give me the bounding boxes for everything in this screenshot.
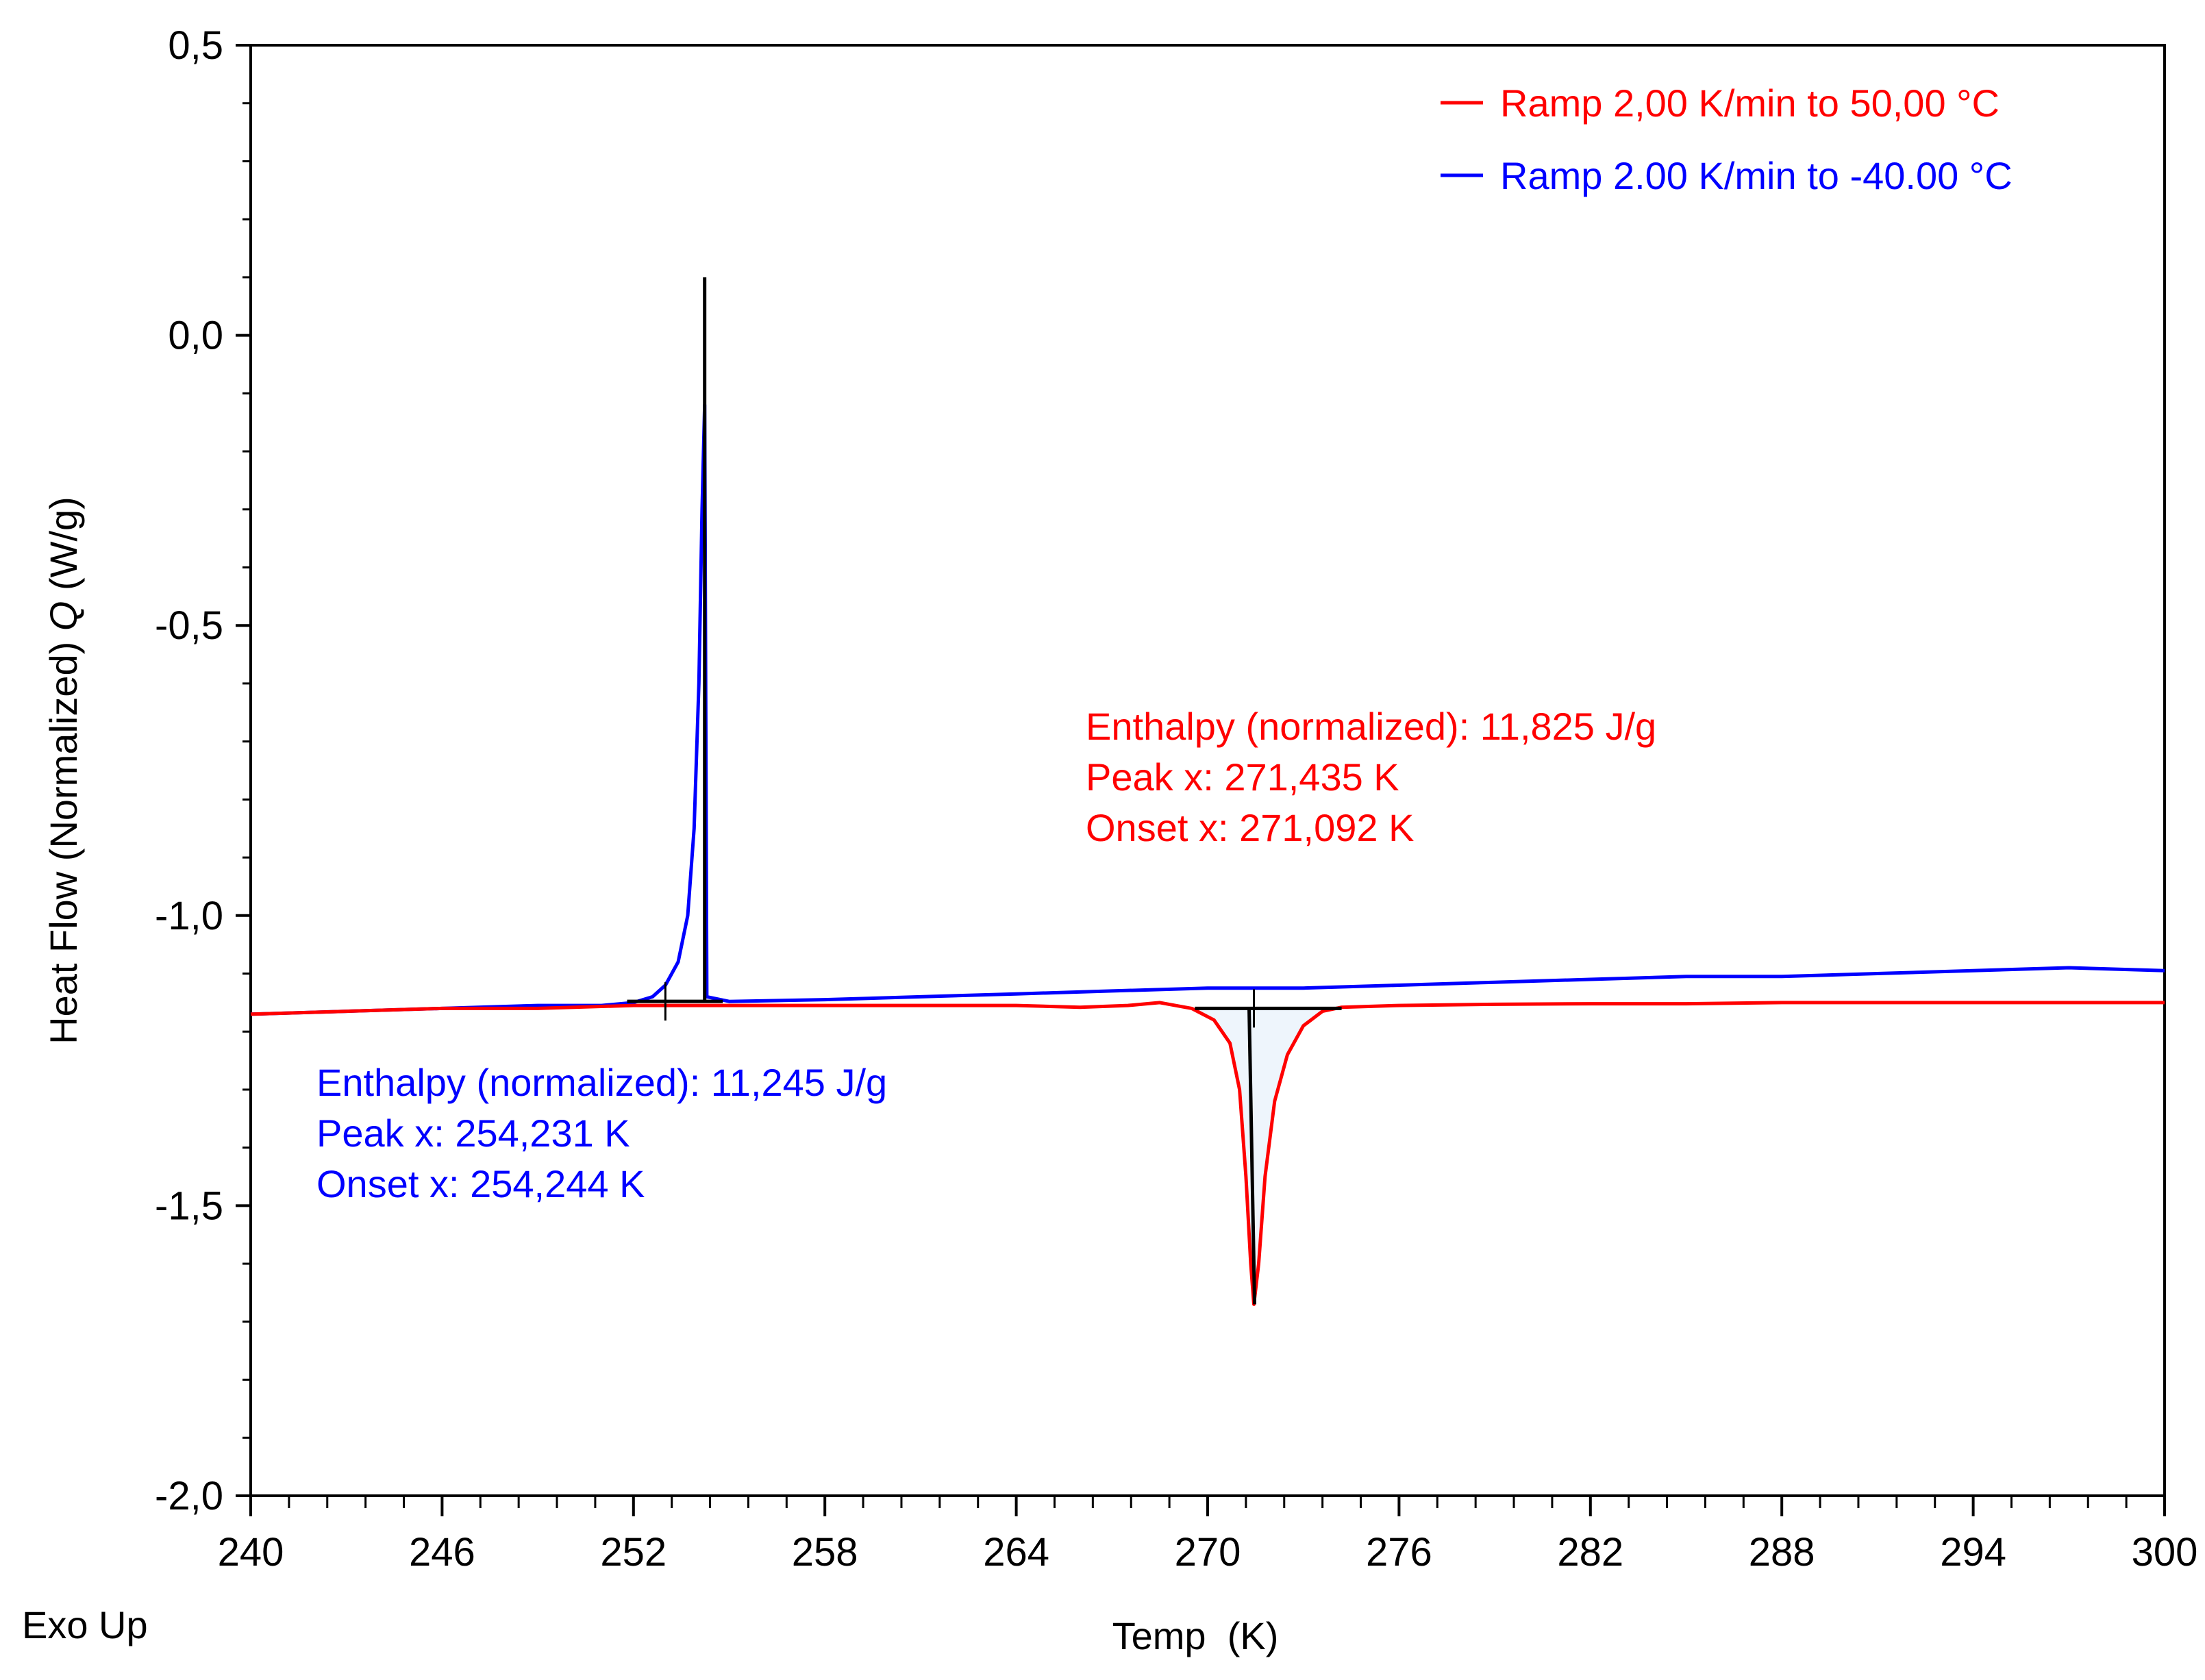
y-axis-title: Heat Flow (Normalized) Q (W/g) — [42, 497, 85, 1044]
x-tick-label: 246 — [409, 1530, 475, 1575]
y-axis-ticks: 0,5 0,0 -0,5 -1,0 -1,5 -2,0 — [155, 23, 251, 1518]
annotation-blue-onset: Onset x: 254,244 K — [316, 1162, 645, 1205]
annotation-red-enthalpy: Enthalpy (normalized): 11,825 J/g — [1086, 705, 1656, 748]
y-axis-title-unit: (W/g) — [42, 497, 85, 601]
y-axis-title-main: Heat Flow (Normalized) — [42, 631, 85, 1044]
x-tick-label: 288 — [1749, 1530, 1815, 1575]
annotation-blue-enthalpy: Enthalpy (normalized): 11,245 J/g — [316, 1061, 887, 1104]
integration-markers — [627, 277, 1342, 1305]
x-tick-label: 300 — [2132, 1530, 2198, 1575]
x-tick-label: 282 — [1557, 1530, 1623, 1575]
x-tick-label: 276 — [1366, 1530, 1432, 1575]
x-axis-ticks: 240 246 252 258 264 270 276 282 288 294 300 — [218, 1496, 2198, 1575]
y-tick-label: -1,0 — [155, 894, 223, 938]
legend-label-red: Ramp 2,00 K/min to 50,00 °C — [1500, 82, 2000, 125]
series-line-red — [250, 1001, 2165, 1306]
y-tick-label: -0,5 — [155, 603, 223, 648]
peak-integration-fill — [1195, 1008, 1342, 1305]
x-axis-title: Temp (K) — [1112, 1614, 1279, 1657]
annotation-red-onset: Onset x: 271,092 K — [1086, 806, 1414, 849]
red-peak-line — [1247, 1008, 1257, 1305]
annotation-blue-peak: Peak x: 254,231 K — [316, 1112, 630, 1155]
y-tick-label: 0,5 — [168, 23, 223, 68]
legend-label-blue: Ramp 2.00 K/min to -40.00 °C — [1500, 154, 2013, 197]
y-tick-label: 0,0 — [168, 314, 223, 358]
x-tick-label: 258 — [792, 1530, 858, 1575]
y-tick-label: -1,5 — [155, 1183, 223, 1228]
x-tick-label: 252 — [600, 1530, 667, 1575]
exo-up-note: Exo Up — [22, 1603, 148, 1646]
x-tick-label: 270 — [1175, 1530, 1241, 1575]
x-tick-label: 240 — [218, 1530, 284, 1575]
x-tick-label: 264 — [983, 1530, 1049, 1575]
annotation-blue: Enthalpy (normalized): 11,245 J/g Peak x… — [316, 1061, 887, 1205]
x-tick-label: 294 — [1940, 1530, 2006, 1575]
y-axis-title-symbol: Q — [42, 601, 85, 631]
legend: Ramp 2,00 K/min to 50,00 °C Ramp 2.00 K/… — [1441, 82, 2013, 197]
red-peak-area — [1195, 1008, 1342, 1305]
annotation-red-peak: Peak x: 271,435 K — [1086, 755, 1399, 799]
annotation-red: Enthalpy (normalized): 11,825 J/g Peak x… — [1086, 705, 1656, 849]
y-tick-label: -2,0 — [155, 1474, 223, 1518]
